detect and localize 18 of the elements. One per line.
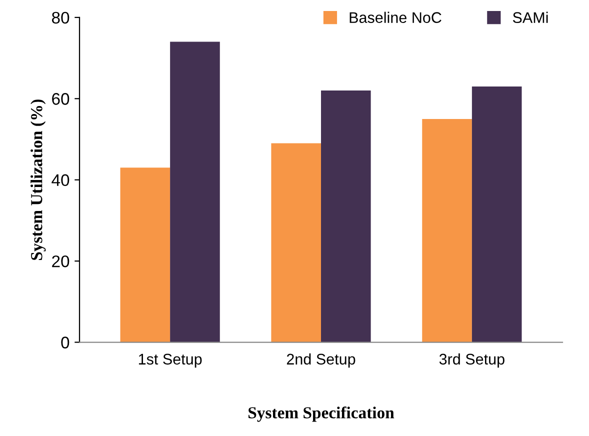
y-tick-label: 80 bbox=[52, 12, 70, 24]
legend-label: SAMi bbox=[512, 12, 548, 24]
x-tick-label: 2nd Setup bbox=[286, 353, 356, 368]
bar bbox=[170, 42, 220, 342]
y-tick-label: 20 bbox=[52, 255, 70, 268]
x-tick-label: 1st Setup bbox=[138, 354, 202, 368]
y-tick-label: 0 bbox=[61, 336, 70, 348]
bar bbox=[472, 86, 522, 342]
bar bbox=[422, 118, 472, 342]
bar bbox=[321, 90, 371, 342]
y-axis-title: System Utilization (%) bbox=[30, 100, 46, 260]
legend-label: Baseline NoC bbox=[350, 12, 442, 24]
x-axis-title: System Specification bbox=[248, 406, 394, 422]
y-tick-label: 60 bbox=[52, 93, 70, 105]
y-tick-label: 40 bbox=[52, 174, 70, 186]
bar bbox=[271, 143, 322, 342]
bar bbox=[120, 168, 170, 342]
x-tick-label: 3rd Setup bbox=[439, 353, 504, 368]
